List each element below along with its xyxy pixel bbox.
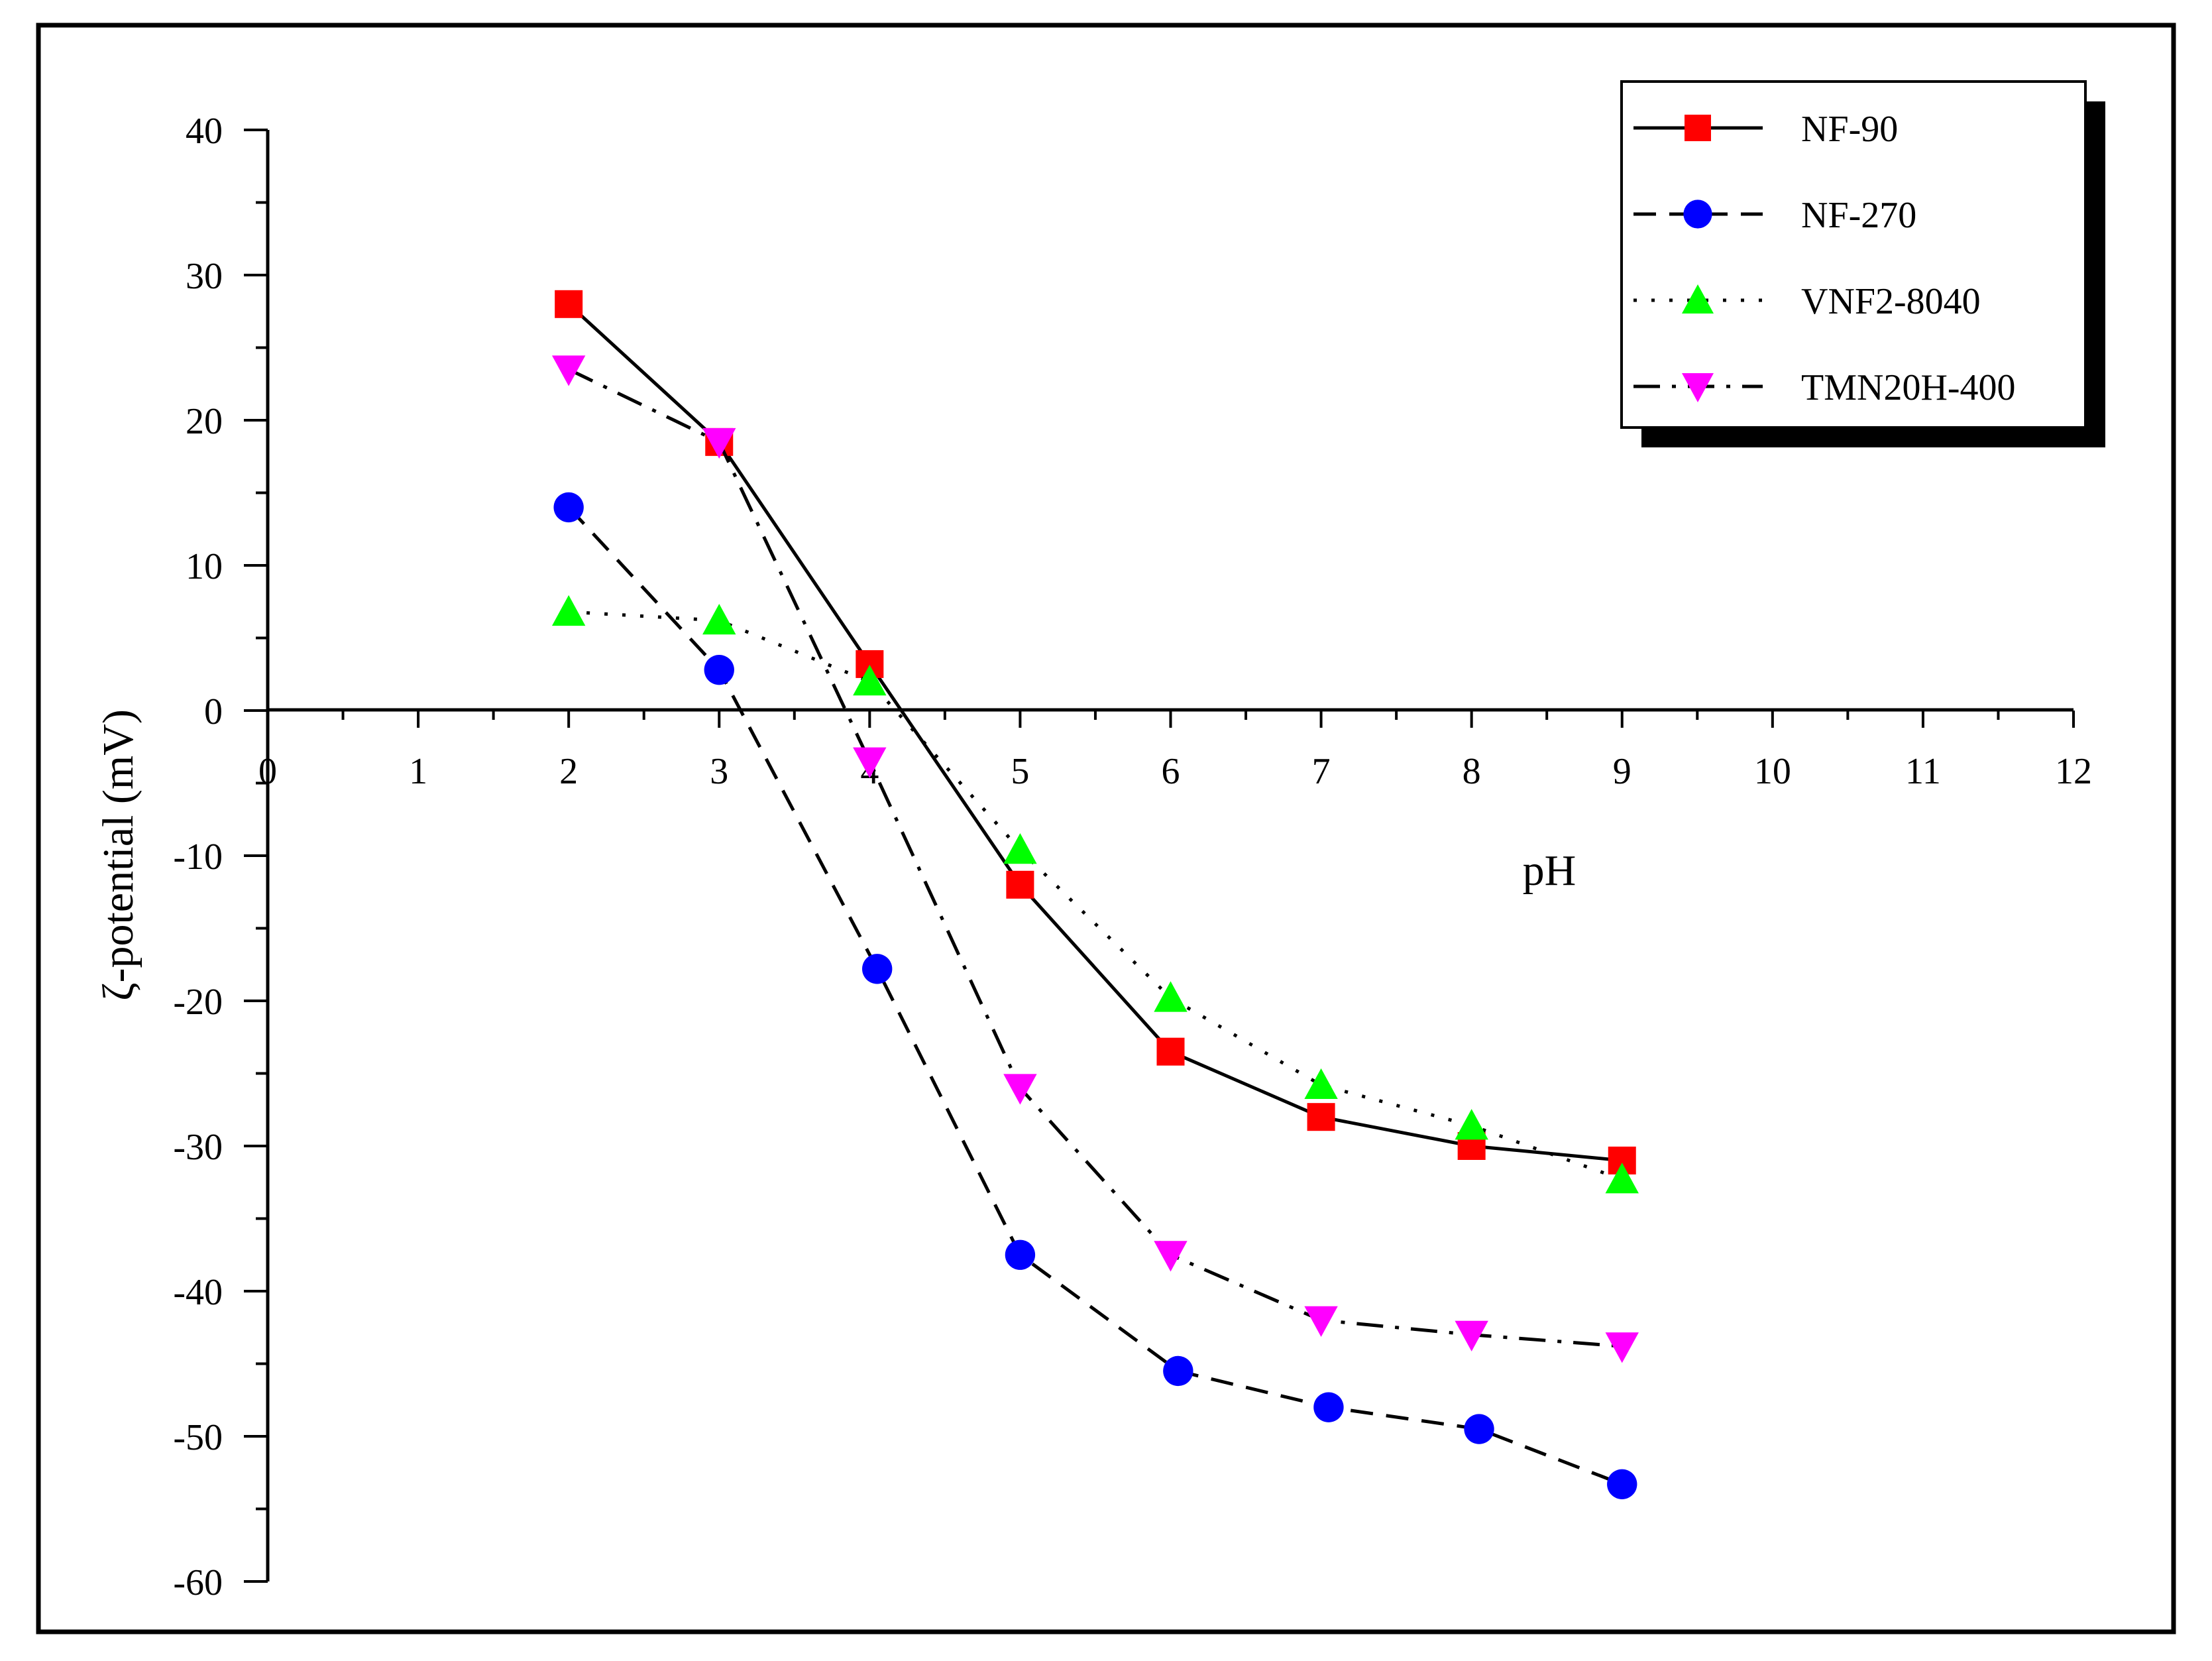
y-tick-label: 10 — [186, 546, 223, 587]
x-tick-label: 5 — [1011, 751, 1029, 792]
series-line-nf-90 — [567, 302, 1622, 1163]
y-tick-label: 30 — [186, 256, 223, 297]
data-point-nf-90 — [1006, 870, 1034, 899]
data-point-nf-270 — [1313, 1392, 1344, 1422]
legend-item-nf-90: NF-90 — [1633, 109, 1898, 150]
y-tick-label: 0 — [204, 691, 223, 732]
data-series — [551, 290, 1639, 1499]
x-tick-label: 3 — [710, 751, 728, 792]
legend-items: NF-90 NF-270 VNF2-8040 TMN20H-400 — [1633, 109, 2016, 408]
series-tmn20h-400 — [551, 355, 1639, 1363]
data-point-vnf2-8040 — [1605, 1163, 1639, 1194]
x-tick-label: 8 — [1463, 751, 1481, 792]
y-tick-label: -10 — [173, 836, 223, 878]
x-tick-label: 11 — [1905, 751, 1941, 792]
x-tick-label: 10 — [1754, 751, 1791, 792]
data-point-nf-270 — [1464, 1414, 1494, 1444]
x-tick-label: 2 — [559, 751, 578, 792]
y-tick-label: -50 — [173, 1417, 223, 1458]
data-point-tmn20h-400 — [1154, 1241, 1188, 1272]
legend-marker-vnf2-8040 — [1682, 284, 1714, 314]
data-point-vnf2-8040 — [853, 665, 887, 696]
data-point-nf-90 — [555, 290, 583, 318]
legend-item-nf-270: NF-270 — [1633, 195, 1916, 236]
ticks — [244, 129, 2075, 1583]
data-point-tmn20h-400 — [1003, 1074, 1037, 1105]
legend-marker-nf-270 — [1683, 200, 1712, 229]
data-point-tmn20h-400 — [1605, 1332, 1639, 1363]
data-point-tmn20h-400 — [1455, 1320, 1488, 1351]
data-point-tmn20h-400 — [1304, 1306, 1338, 1337]
legend-label: NF-90 — [1801, 109, 1898, 150]
x-tick-label: 0 — [258, 751, 277, 792]
series-line-tmn20h-400 — [568, 368, 1622, 1348]
x-tick-label: 1 — [409, 751, 427, 792]
data-point-nf-270 — [1163, 1355, 1193, 1387]
y-tick-label: -40 — [173, 1272, 223, 1313]
legend-marker-tmn20h-400 — [1682, 373, 1714, 402]
y-tick-label: 40 — [186, 111, 223, 152]
y-tick-label: -60 — [173, 1562, 223, 1603]
series-nf-270 — [553, 492, 1637, 1499]
data-point-tmn20h-400 — [551, 355, 586, 386]
data-point-tmn20h-400 — [853, 747, 887, 778]
legend-item-tmn20h-400: TMN20H-400 — [1633, 367, 2016, 408]
y-tick-label: 20 — [186, 401, 223, 442]
data-point-vnf2-8040 — [702, 604, 736, 635]
legend-marker-nf-90 — [1685, 115, 1711, 141]
data-point-nf-270 — [1607, 1469, 1637, 1499]
y-tick-label: -20 — [173, 982, 223, 1023]
legend-label: VNF2-8040 — [1801, 281, 1981, 322]
x-axis-title: pH — [1523, 846, 1576, 895]
data-point-nf-90 — [1307, 1103, 1335, 1131]
legend-label: TMN20H-400 — [1801, 367, 2016, 408]
data-point-vnf2-8040 — [1455, 1109, 1488, 1140]
x-tick-label: 12 — [2055, 751, 2092, 792]
data-point-nf-270 — [704, 655, 734, 685]
data-point-vnf2-8040 — [1304, 1068, 1338, 1100]
series-line-nf-270 — [567, 506, 1623, 1486]
y-axis-title: ζ-potential (mV) — [94, 709, 142, 1001]
data-point-nf-270 — [1005, 1239, 1036, 1270]
series-vnf2-8040 — [551, 595, 1639, 1194]
data-point-vnf2-8040 — [1154, 981, 1188, 1012]
legend-label: NF-270 — [1801, 195, 1916, 236]
y-tick-label: -30 — [173, 1127, 223, 1168]
series-line-vnf2-8040 — [569, 610, 1623, 1181]
x-tick-label: 9 — [1613, 751, 1631, 792]
data-point-vnf2-8040 — [551, 595, 586, 626]
legend-item-vnf2-8040: VNF2-8040 — [1633, 281, 1981, 322]
x-tick-label: 6 — [1162, 751, 1180, 792]
tick-labels: 0123456789101112403020100-10-20-30-40-50… — [173, 111, 2092, 1603]
data-point-nf-90 — [1156, 1037, 1185, 1066]
data-point-nf-270 — [553, 492, 584, 523]
data-point-nf-270 — [862, 954, 893, 984]
data-point-vnf2-8040 — [1003, 833, 1037, 864]
data-point-tmn20h-400 — [702, 428, 736, 459]
legend: NF-90 NF-270 VNF2-8040 TMN20H-400 — [1620, 80, 2105, 447]
x-tick-label: 7 — [1312, 751, 1331, 792]
